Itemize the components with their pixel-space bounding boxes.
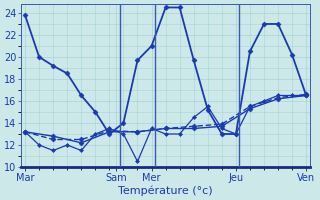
X-axis label: Température (°c): Température (°c) xyxy=(118,185,213,196)
